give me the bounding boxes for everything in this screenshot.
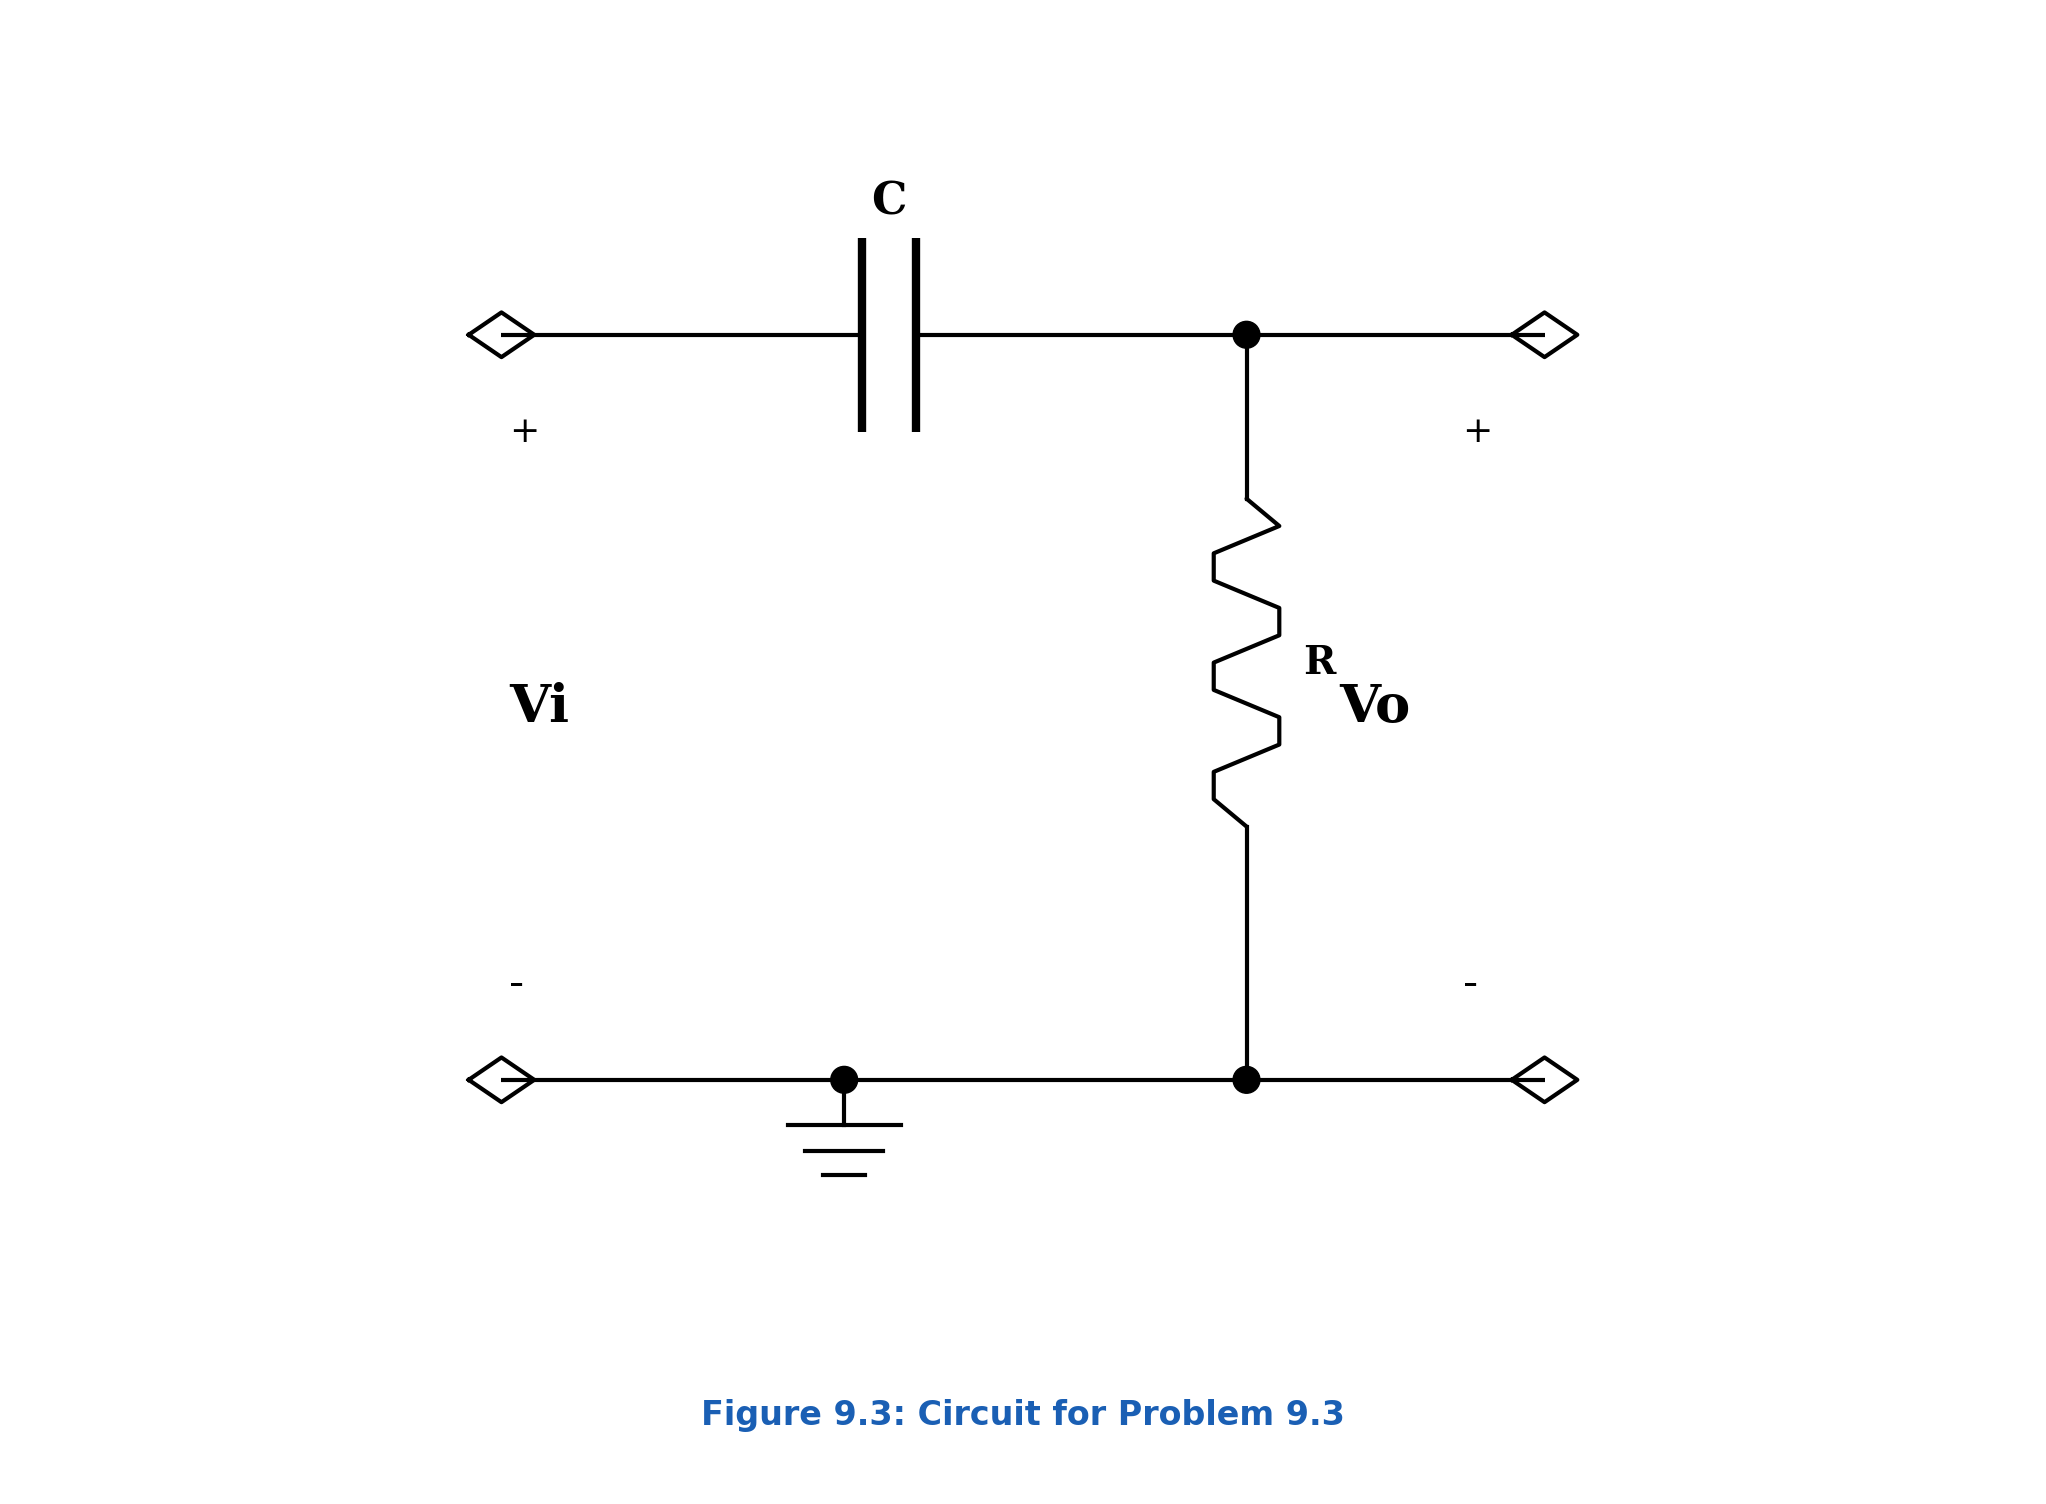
Text: Figure 9.3: Circuit for Problem 9.3: Figure 9.3: Circuit for Problem 9.3 — [702, 1399, 1344, 1432]
Text: R: R — [1303, 644, 1336, 681]
Text: -: - — [509, 961, 524, 1005]
Text: C: C — [872, 180, 906, 223]
Circle shape — [1234, 322, 1260, 349]
Text: -: - — [1463, 961, 1477, 1005]
Circle shape — [831, 1066, 857, 1093]
Text: Vo: Vo — [1338, 681, 1410, 732]
Text: Vi: Vi — [509, 681, 569, 732]
Circle shape — [1234, 1066, 1260, 1093]
Text: +: + — [509, 415, 540, 448]
Text: +: + — [1463, 415, 1494, 448]
